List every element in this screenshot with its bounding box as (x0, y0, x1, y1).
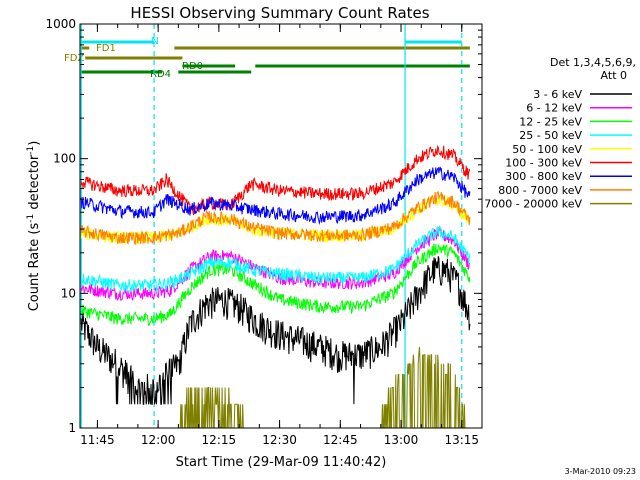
legend-title-line2: Att 0 (601, 69, 627, 82)
footer-timestamp: 3-Mar-2010 09:23 (565, 467, 636, 476)
y-tick-label-3: 1000 (45, 17, 76, 31)
flag-label-1: FD1 (96, 43, 116, 54)
legend-label-2: 12 - 25 keV (519, 115, 582, 128)
legend-label-8: 7000 - 20000 keV (484, 198, 582, 211)
x-tick-label-4: 12:45 (323, 433, 358, 447)
y-tick-label-2: 100 (53, 152, 76, 166)
series-line-6 (80, 166, 471, 226)
x-tick-label-2: 12:15 (202, 433, 237, 447)
chart-title: HESSI Observing Summary Count Rates (130, 4, 429, 22)
flag-label-3: RD0 (182, 61, 203, 72)
mode-markers (80, 24, 463, 428)
legend-label-0: 3 - 6 keV (533, 88, 582, 101)
series-line-3 (80, 225, 471, 293)
plot-frame (79, 23, 483, 429)
series-line-7 (80, 191, 471, 245)
x-tick-label-5: 13:00 (384, 433, 419, 447)
series-line-2 (80, 243, 471, 326)
legend-label-6: 300 - 800 keV (505, 170, 582, 183)
y-tick-label-0: 1 (68, 421, 76, 435)
legend-title-line1: Det 1,3,4,5,6,9, (550, 56, 636, 69)
series-line-4 (80, 193, 471, 245)
legend-label-4: 50 - 100 keV (512, 143, 582, 156)
legend-label-1: 6 - 12 keV (526, 102, 582, 115)
legend-label-7: 800 - 7000 keV (498, 184, 582, 197)
flag-label-4: RD4 (150, 69, 171, 80)
x-tick-label-1: 12:00 (141, 433, 176, 447)
x-tick-label-3: 12:30 (262, 433, 297, 447)
series-line-0 (80, 256, 471, 405)
y-tick-label-1: 10 (61, 286, 76, 300)
flag-bars: N FD1 FDZ RD0 RD4 (64, 36, 470, 80)
flag-label-2: FDZ (64, 53, 84, 64)
legend-label-5: 100 - 300 keV (505, 157, 582, 170)
x-axis-label: Start Time (29-Mar-09 11:40:42) (176, 455, 387, 470)
y-axis-label: Count Rate (s-1 detector-1) (26, 141, 42, 312)
legend-label-3: 25 - 50 keV (519, 129, 582, 142)
series-line-5 (80, 144, 471, 216)
x-tick-label-6: 13:15 (444, 433, 479, 447)
x-tick-label-0: 11:45 (80, 433, 115, 447)
flag-label-0: N (151, 36, 158, 47)
axis-ticks: 11:45 12:00 12:15 12:30 12:45 13:00 13:15 1 10 10… (45, 17, 483, 447)
